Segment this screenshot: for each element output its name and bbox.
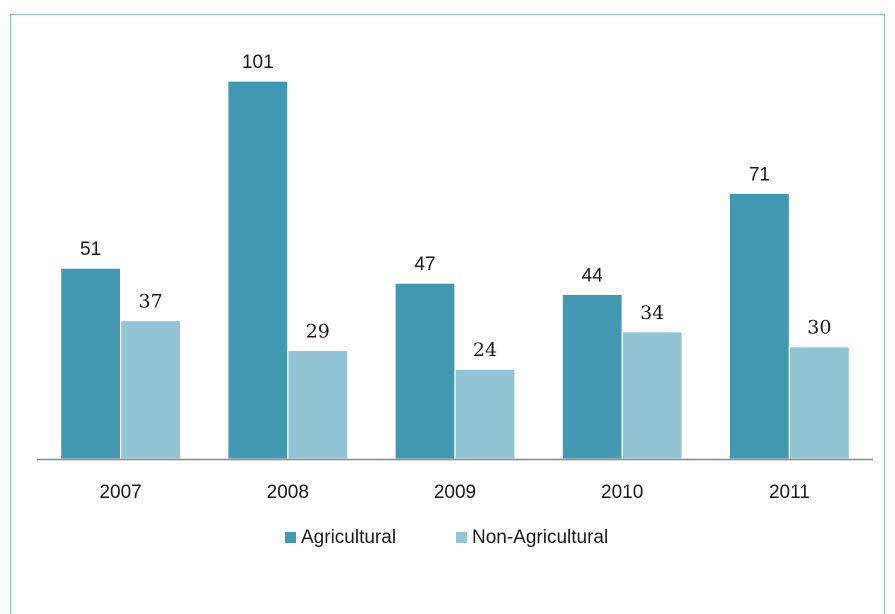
data-label-agricultural-2011: 71 xyxy=(749,164,770,185)
x-tick-labels-group: 2007 2008 2009 2010 2011 xyxy=(99,482,809,503)
data-label-non-agricultural-2007: 37 xyxy=(139,291,163,313)
x-tick-label-2008: 2008 xyxy=(267,482,309,503)
bar-non-agricultural-2011 xyxy=(788,346,851,460)
bar-non-agricultural-2008 xyxy=(287,349,349,460)
bar-agricultural-2010 xyxy=(561,293,623,460)
legend-label-non-agricultural: Non-Agricultural xyxy=(472,527,608,548)
bar-agricultural-2011 xyxy=(728,192,791,460)
x-tick-label-2010: 2010 xyxy=(601,482,643,503)
bar-non-agricultural-2007 xyxy=(119,319,182,460)
data-label-agricultural-2007: 51 xyxy=(80,239,101,260)
data-label-agricultural-2010: 44 xyxy=(582,265,604,286)
x-tick-label-2009: 2009 xyxy=(434,482,476,503)
chart-frame xyxy=(10,14,885,614)
data-label-non-agricultural-2010: 34 xyxy=(640,302,664,324)
bar-non-agricultural-2010 xyxy=(621,331,683,460)
bars-group xyxy=(59,80,851,460)
legend-swatch-non-agricultural xyxy=(456,532,467,543)
bar-agricultural-2009 xyxy=(394,282,456,460)
data-label-non-agricultural-2009: 24 xyxy=(473,339,497,361)
legend-swatch-agricultural xyxy=(285,532,296,543)
data-label-agricultural-2008: 101 xyxy=(242,52,274,73)
data-label-non-agricultural-2008: 29 xyxy=(306,320,330,342)
data-labels-group: 51 37 101 29 47 24 44 34 71 30 xyxy=(80,52,831,361)
data-label-agricultural-2009: 47 xyxy=(414,254,435,275)
bar-agricultural-2008 xyxy=(227,80,289,460)
legend-label-agricultural: Agricultural xyxy=(301,527,396,548)
legend: Agricultural Non-Agricultural xyxy=(285,527,608,548)
bar-agricultural-2007 xyxy=(59,267,122,460)
x-tick-label-2007: 2007 xyxy=(99,482,141,503)
bar-non-agricultural-2009 xyxy=(454,368,516,460)
data-label-non-agricultural-2011: 30 xyxy=(807,317,831,339)
x-tick-label-2011: 2011 xyxy=(769,482,810,503)
